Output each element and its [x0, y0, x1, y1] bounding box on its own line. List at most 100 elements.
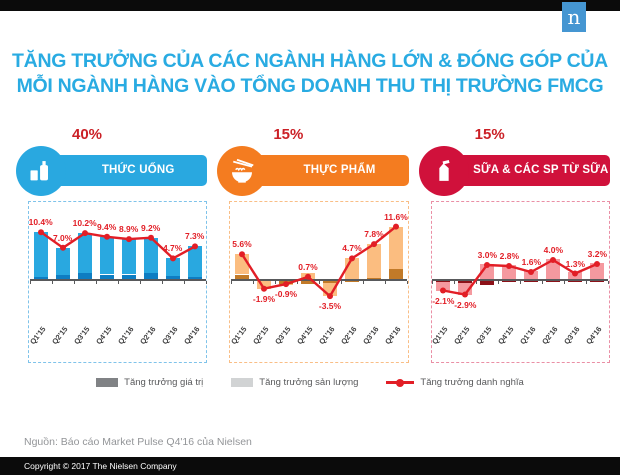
volume-bar-segment	[436, 282, 451, 291]
value-bar-segment	[502, 280, 517, 282]
volume-bar-segment	[99, 236, 114, 275]
x-axis	[29, 279, 206, 281]
value-bar-segment	[458, 280, 473, 283]
x-axis-tick	[454, 281, 456, 284]
growth-value-label: 3.2%	[587, 249, 607, 259]
dairy-icon	[418, 146, 469, 196]
x-axis-tick	[498, 281, 500, 284]
value-bar-segment	[568, 280, 583, 282]
growth-value-label: 7.3%	[184, 231, 205, 242]
chart-area-dairy: -2.1% -2.9% 3.0% 2.8% 1.6% 4.0% 1.3% 3.2% Q1'15 Q…	[430, 201, 610, 363]
value-bar-segment	[300, 280, 315, 284]
x-axis-tick	[476, 281, 478, 284]
line-marker	[125, 236, 132, 243]
x-axis-tick	[384, 281, 386, 284]
x-axis-tick	[161, 281, 163, 284]
value-growth-swatch	[96, 378, 119, 387]
x-axis-tick	[73, 281, 75, 284]
line-marker	[238, 251, 245, 258]
line-marker	[37, 229, 44, 236]
value-bar-segment	[121, 274, 136, 280]
line-marker	[348, 255, 355, 262]
copyright-text: Copyright © 2017 The Nielsen Company	[24, 461, 177, 471]
x-axis-tick	[139, 281, 141, 284]
line-marker	[191, 243, 198, 250]
x-axis-tick	[230, 281, 232, 284]
line-marker	[260, 285, 267, 292]
line-marker	[550, 257, 557, 263]
growth-value-label: 8.9%	[118, 224, 139, 235]
x-axis-tick	[95, 281, 97, 284]
x-axis-tick	[564, 281, 566, 284]
contribution-label-dairy: 15%	[474, 126, 505, 143]
x-axis-tick	[51, 281, 53, 284]
growth-value-label: 11.6%	[384, 211, 408, 222]
growth-value-label: 10.2%	[72, 218, 97, 229]
volume-bar-segment	[458, 283, 473, 295]
volume-bar-segment	[165, 258, 180, 276]
growth-value-label: 1.6%	[521, 257, 541, 267]
line-marker	[594, 261, 601, 267]
volume-bar-segment	[388, 226, 403, 269]
x-axis-tick	[520, 281, 522, 284]
line-marker	[572, 270, 579, 277]
line-marker	[506, 263, 513, 269]
nielsen-logo-letter: n	[567, 5, 581, 29]
growth-value-label: 3.0%	[477, 250, 497, 260]
volume-bar-segment	[187, 246, 202, 278]
nominal-growth-dot	[396, 378, 405, 387]
panel-header-dairy: SỮA & CÁC SP TỪ SỮA	[418, 145, 612, 198]
x-axis-tick	[406, 281, 408, 284]
volume-bar-segment	[77, 233, 92, 274]
value-bar-segment	[33, 276, 48, 280]
top-bar	[0, 0, 620, 11]
growth-value-label: 10.4%	[28, 217, 53, 228]
volume-bar-segment	[55, 247, 70, 276]
growth-value-label: -0.9%	[274, 289, 298, 300]
x-axis-tick	[362, 281, 364, 284]
x-axis-tick	[274, 281, 276, 284]
nominal-growth-line	[440, 257, 601, 298]
panel-banner-beverages: THỨC UỐNG	[41, 155, 208, 186]
growth-value-label: 9.2%	[140, 222, 161, 233]
growth-value-label: 0.7%	[298, 261, 318, 272]
chart-plot-beverages: 10.4% 7.0% 10.2% 9.4% 8.9% 9.2% 4.7% 7.3% Q1'15 Q…	[28, 202, 207, 360]
x-axis-tick	[252, 281, 254, 284]
value-bar-segment	[99, 274, 114, 280]
nominal-growth-line	[238, 223, 399, 300]
value-bar-segment	[165, 275, 180, 280]
volume-bar-segment	[524, 270, 539, 280]
growth-value-label: -1.9%	[252, 293, 276, 304]
line-marker	[59, 244, 66, 251]
x-axis	[230, 279, 407, 281]
volume-growth-swatch	[231, 378, 254, 387]
value-growth-label: Tăng trưởng giá trị	[124, 377, 204, 388]
volume-bar-segment	[33, 232, 48, 277]
growth-value-label: 4.7%	[342, 243, 362, 254]
volume-bar-segment	[546, 259, 561, 280]
x-axis-tick	[542, 281, 544, 284]
value-bar-segment	[234, 274, 249, 280]
x-axis-tick	[340, 281, 342, 284]
page-title: TĂNG TRƯỞNG CỦA CÁC NGÀNH HÀNG LỚN & ĐÓN…	[0, 49, 620, 99]
chart-plot-dairy: -2.1% -2.9% 3.0% 2.8% 1.6% 4.0% 1.3% 3.2% Q1'15 Q…	[430, 202, 610, 360]
value-bar-segment	[55, 275, 70, 280]
line-marker	[440, 287, 447, 294]
chart-plot-food: 5.6% -1.9% -0.9% 0.7% -3.5% 4.7% 7.8% 11.6% Q1'1…	[229, 202, 408, 360]
panel-banner-dairy: SỮA & CÁC SP TỪ SỮA	[443, 155, 610, 186]
x-axis-tick	[586, 281, 588, 284]
line-marker	[326, 293, 333, 300]
nielsen-logo: n	[562, 2, 586, 32]
chart-area-beverages: 10.4% 7.0% 10.2% 9.4% 8.9% 9.2% 4.7% 7.3% Q1'15 Q…	[28, 201, 208, 363]
growth-value-label: 1.3%	[565, 258, 585, 269]
line-marker	[81, 230, 88, 237]
value-bar-segment	[546, 280, 561, 282]
nominal-growth-label: Tăng trưởng danh nghĩa	[420, 377, 524, 388]
line-marker	[462, 291, 469, 298]
page-title-line1: TĂNG TRƯỞNG CỦA CÁC NGÀNH HÀNG LỚN & ĐÓN…	[12, 50, 608, 72]
volume-bar-segment	[366, 244, 381, 279]
line-marker	[528, 269, 535, 275]
value-bar-segment	[187, 277, 202, 280]
value-bar-segment	[77, 273, 92, 280]
